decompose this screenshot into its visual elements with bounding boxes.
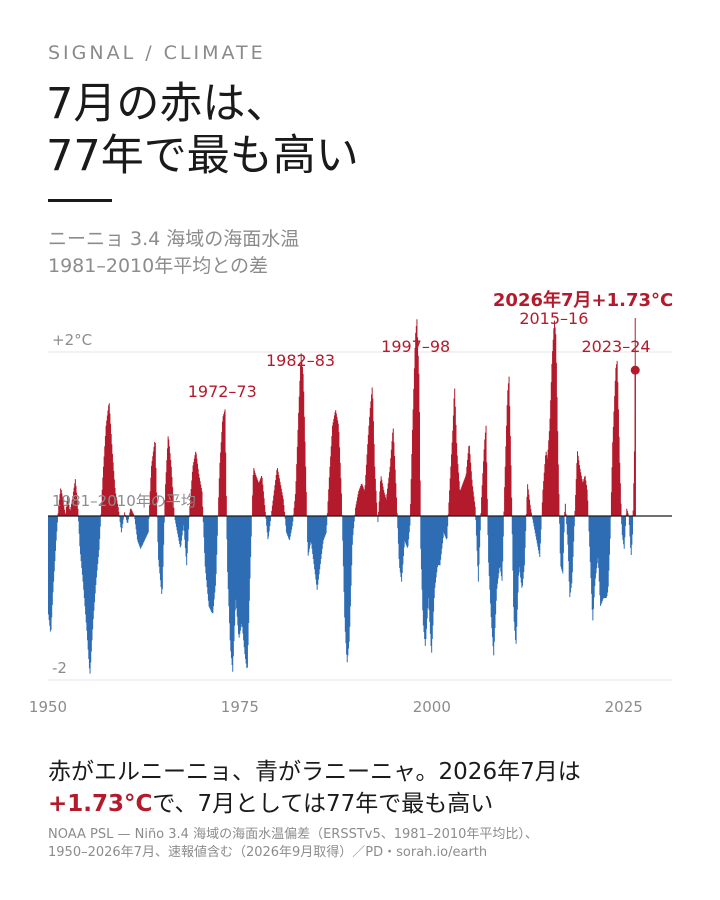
summary-highlight: +1.73°C [48,791,153,817]
x-tick-label: 1975 [221,698,259,716]
grid-layer [48,351,672,681]
subtitle-line-2: 1981–2010年平均との差 [48,255,269,277]
summary-line-2-rest: で、7月としては77年で最も高い [152,791,494,817]
summary-line-1: 赤がエルニーニョ、青がラニーニャ。2026年7月は [48,759,581,785]
source-line-2: 1950–2026年7月、速報値含む（2026年9月取得）／PD・sorah.i… [48,845,488,860]
title-line-2: 77年で最も高い [46,131,359,181]
cool-anomaly-area [48,516,634,674]
title-rule [48,199,112,202]
y-tick-label: -2 [52,659,67,677]
summary-line-2: +1.73°Cで、7月としては77年で最も高い [48,788,581,820]
page-title: 7月の赤は、 77年で最も高い [46,78,359,182]
event-label: 2015–16 [519,309,588,328]
event-label: 1982–83 [266,351,335,370]
title-line-1: 7月の赤は、 [46,79,289,129]
warm-anomaly-area [57,319,636,516]
baseline-label: 1981–2010年の平均 [52,492,196,510]
y-tick-label: +2°C [52,331,92,349]
event-label: 1972–73 [188,382,257,401]
chart-subtitle: ニーニョ 3.4 海域の海面水温 1981–2010年平均との差 [48,226,299,280]
x-tick-label: 2000 [413,698,451,716]
axis-layer: +2°C 1981–2010年の平均 -2 1950 1975 2000 2025 [29,331,672,716]
highlight-label: 2026年7月+1.73°C [493,289,673,311]
source-line-1: NOAA PSL — Niño 3.4 海域の海面水温偏差（ERSSTv5、19… [48,827,538,842]
kicker: SIGNAL / CLIMATE [48,42,266,64]
highlight-dot [630,365,640,375]
anomaly-chart: +2°C 1981–2010年の平均 -2 1950 1975 2000 2025 1972… [29,289,674,716]
source-note: NOAA PSL — Niño 3.4 海域の海面水温偏差（ERSSTv5、19… [48,826,538,862]
x-tick-label: 2025 [605,698,643,716]
summary-text: 赤がエルニーニョ、青がラニーニャ。2026年7月は +1.73°Cで、7月として… [48,756,581,820]
annotation-layer: 1972–73 1982–83 1997–98 2015–16 2023–24 2026年… [188,289,674,401]
event-label: 1997–98 [381,337,450,356]
x-tick-label: 1950 [29,698,67,716]
area-layer [48,319,636,674]
event-label: 2023–24 [582,337,651,356]
subtitle-line-1: ニーニョ 3.4 海域の海面水温 [48,228,300,250]
